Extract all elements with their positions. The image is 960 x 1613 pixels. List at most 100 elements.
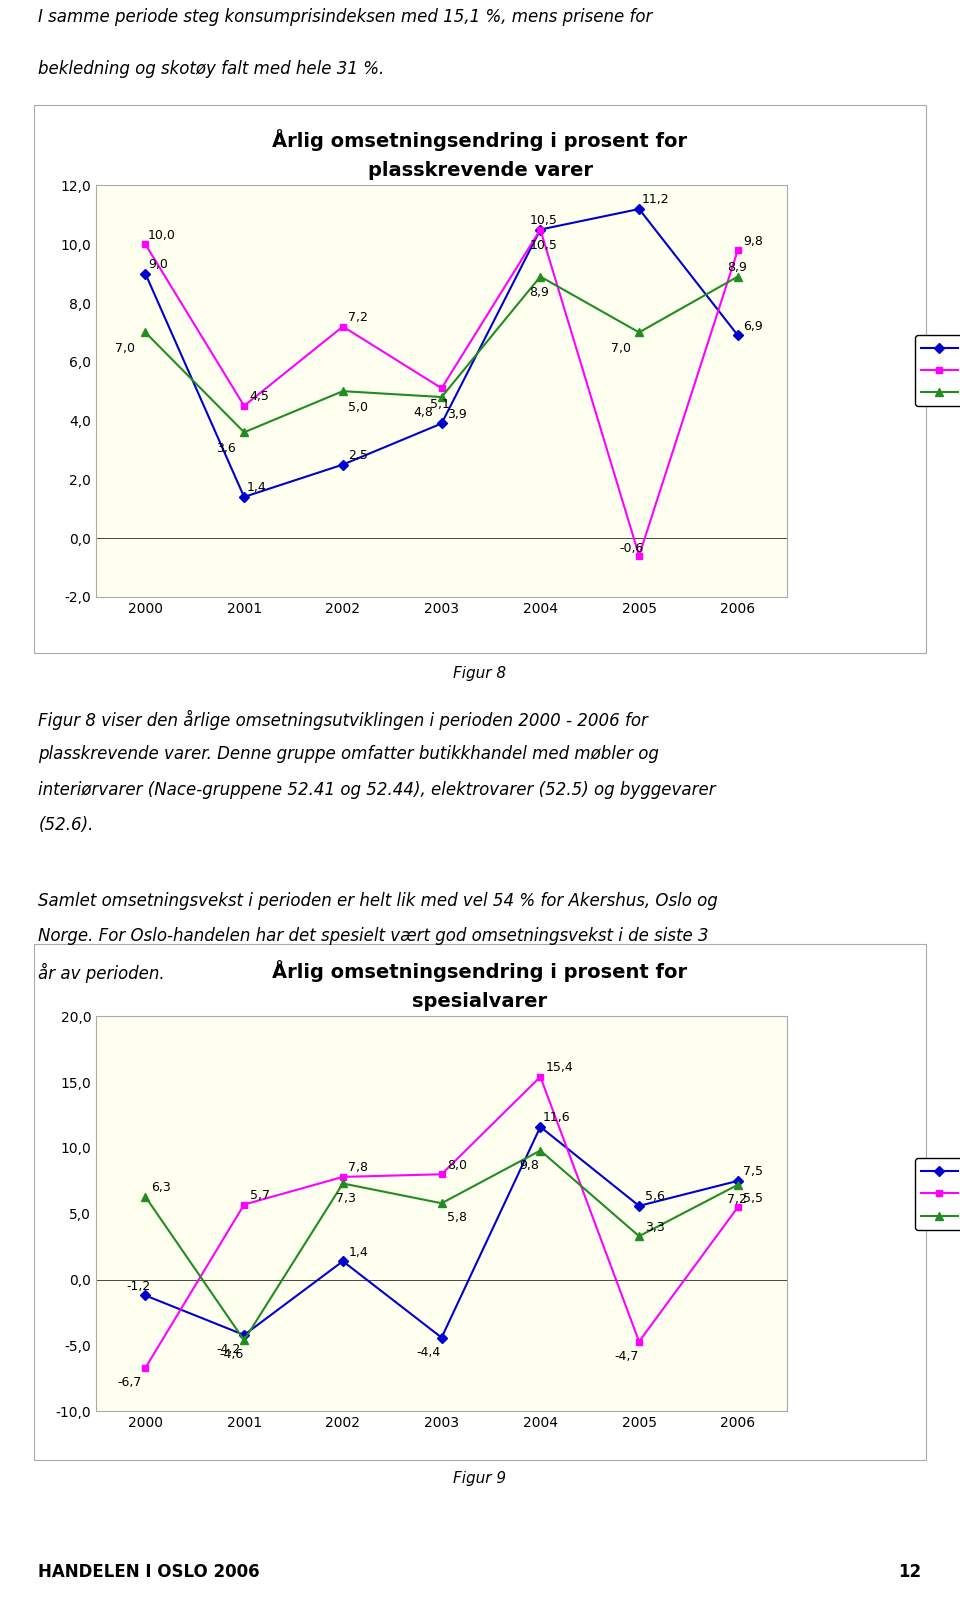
Oslo: [634, 200, 645, 219]
Akershus: [732, 240, 744, 260]
Text: interiørvarer (Nace-gruppene 52.41 og 52.44), elektrovarer (52.5) og byggevarer: interiørvarer (Nace-gruppene 52.41 og 52…: [38, 781, 716, 798]
Akershus: [337, 1168, 348, 1187]
Norge: [732, 266, 744, 286]
Text: 7,2: 7,2: [727, 1194, 747, 1207]
Oslo: [238, 487, 250, 506]
Text: 4,5: 4,5: [250, 390, 270, 403]
Norge: [535, 1140, 546, 1160]
Oslo: [337, 455, 348, 474]
Text: 5,8: 5,8: [447, 1211, 468, 1224]
Text: 9,0: 9,0: [148, 258, 168, 271]
Text: 12: 12: [899, 1563, 922, 1581]
Text: spesialvarer: spesialvarer: [413, 992, 547, 1011]
Text: 7,0: 7,0: [115, 342, 134, 355]
Line: Norge: Norge: [141, 1147, 742, 1344]
Oslo: [535, 219, 546, 239]
Line: Akershus: Akershus: [142, 1073, 741, 1371]
Text: 5,7: 5,7: [250, 1189, 270, 1202]
Norge: [535, 266, 546, 286]
Text: 7,8: 7,8: [348, 1161, 369, 1174]
Text: 9,8: 9,8: [519, 1158, 540, 1171]
Text: 7,2: 7,2: [348, 311, 369, 324]
Norge: [436, 1194, 447, 1213]
Akershus: [535, 219, 546, 239]
Text: -0,6: -0,6: [619, 542, 644, 555]
Text: bekledning og skotøy falt med hele 31 %.: bekledning og skotøy falt med hele 31 %.: [38, 61, 385, 79]
Oslo: [535, 1118, 546, 1137]
Text: 1,4: 1,4: [348, 1245, 369, 1258]
Norge: [634, 1226, 645, 1245]
Text: 9,8: 9,8: [743, 234, 763, 247]
Text: 11,2: 11,2: [642, 194, 669, 206]
Line: Akershus: Akershus: [142, 226, 741, 560]
Line: Oslo: Oslo: [142, 1123, 741, 1340]
Norge: [634, 323, 645, 342]
Oslo: [436, 415, 447, 434]
Text: 2,5: 2,5: [348, 448, 369, 461]
Text: 3,3: 3,3: [645, 1221, 664, 1234]
Text: 10,0: 10,0: [148, 229, 176, 242]
Oslo: [732, 326, 744, 345]
Text: 11,6: 11,6: [543, 1111, 571, 1124]
Text: 8,0: 8,0: [447, 1158, 468, 1171]
Akershus: [535, 1068, 546, 1087]
Text: Årlig omsetningsendring i prosent for: Årlig omsetningsendring i prosent for: [273, 960, 687, 982]
Text: 10,5: 10,5: [529, 215, 557, 227]
Norge: [238, 1331, 250, 1350]
Text: 5,0: 5,0: [348, 400, 369, 413]
Text: 5,1: 5,1: [430, 398, 450, 411]
Text: 3,9: 3,9: [447, 408, 467, 421]
Text: -4,4: -4,4: [417, 1345, 441, 1358]
Text: år av perioden.: år av perioden.: [38, 963, 165, 982]
Text: -4,6: -4,6: [219, 1348, 244, 1361]
Oslo: [139, 1286, 151, 1305]
Text: 7,0: 7,0: [612, 342, 632, 355]
Oslo: [634, 1197, 645, 1216]
Text: 5,5: 5,5: [743, 1192, 763, 1205]
Oslo: [139, 265, 151, 284]
Akershus: [337, 316, 348, 336]
Text: Årlig omsetningsendring i prosent for: Årlig omsetningsendring i prosent for: [273, 129, 687, 152]
Akershus: [634, 1332, 645, 1352]
Text: Figur 8 viser den årlige omsetningsutviklingen i perioden 2000 - 2006 for: Figur 8 viser den årlige omsetningsutvik…: [38, 710, 648, 729]
Text: 8,9: 8,9: [529, 286, 549, 298]
Norge: [337, 1174, 348, 1194]
Legend: Oslo, Akershus, Norge: Oslo, Akershus, Norge: [915, 1158, 960, 1229]
Text: -1,2: -1,2: [126, 1279, 150, 1294]
Text: -4,2: -4,2: [216, 1344, 241, 1357]
Text: Figur 8: Figur 8: [453, 666, 507, 681]
Text: plasskrevende varer: plasskrevende varer: [368, 161, 592, 181]
Akershus: [732, 1197, 744, 1216]
Text: Figur 9: Figur 9: [453, 1471, 507, 1486]
Norge: [139, 323, 151, 342]
Text: 7,5: 7,5: [743, 1165, 763, 1177]
Text: 4,8: 4,8: [414, 406, 434, 419]
Oslo: [436, 1327, 447, 1347]
Oslo: [238, 1326, 250, 1345]
Oslo: [337, 1252, 348, 1271]
Text: Samlet omsetningsvekst i perioden er helt lik med vel 54 % for Akershus, Oslo og: Samlet omsetningsvekst i perioden er hel…: [38, 892, 718, 910]
Text: 6,3: 6,3: [151, 1181, 171, 1194]
Akershus: [634, 545, 645, 566]
Text: 7,3: 7,3: [336, 1192, 356, 1205]
Akershus: [436, 1165, 447, 1184]
Norge: [238, 423, 250, 442]
Text: 5,6: 5,6: [645, 1190, 664, 1203]
Akershus: [139, 1358, 151, 1378]
Text: Norge. For Oslo-handelen har det spesielt vært god omsetningsvekst i de siste 3: Norge. For Oslo-handelen har det spesiel…: [38, 927, 709, 945]
Text: I samme periode steg konsumprisindeksen med 15,1 %, mens prisene for: I samme periode steg konsumprisindeksen …: [38, 8, 653, 26]
Akershus: [436, 379, 447, 398]
Text: 6,9: 6,9: [743, 319, 763, 332]
Text: -4,7: -4,7: [614, 1350, 638, 1363]
Norge: [337, 382, 348, 402]
Text: 15,4: 15,4: [546, 1061, 574, 1074]
Norge: [139, 1187, 151, 1207]
Text: 1,4: 1,4: [247, 481, 267, 494]
Line: Oslo: Oslo: [142, 205, 741, 500]
Akershus: [139, 234, 151, 253]
Oslo: [732, 1171, 744, 1190]
Akershus: [238, 397, 250, 416]
Text: 8,9: 8,9: [727, 261, 747, 274]
Legend: Oslo, Akershus, Norge: Oslo, Akershus, Norge: [915, 336, 960, 406]
Text: 10,5: 10,5: [529, 239, 557, 252]
